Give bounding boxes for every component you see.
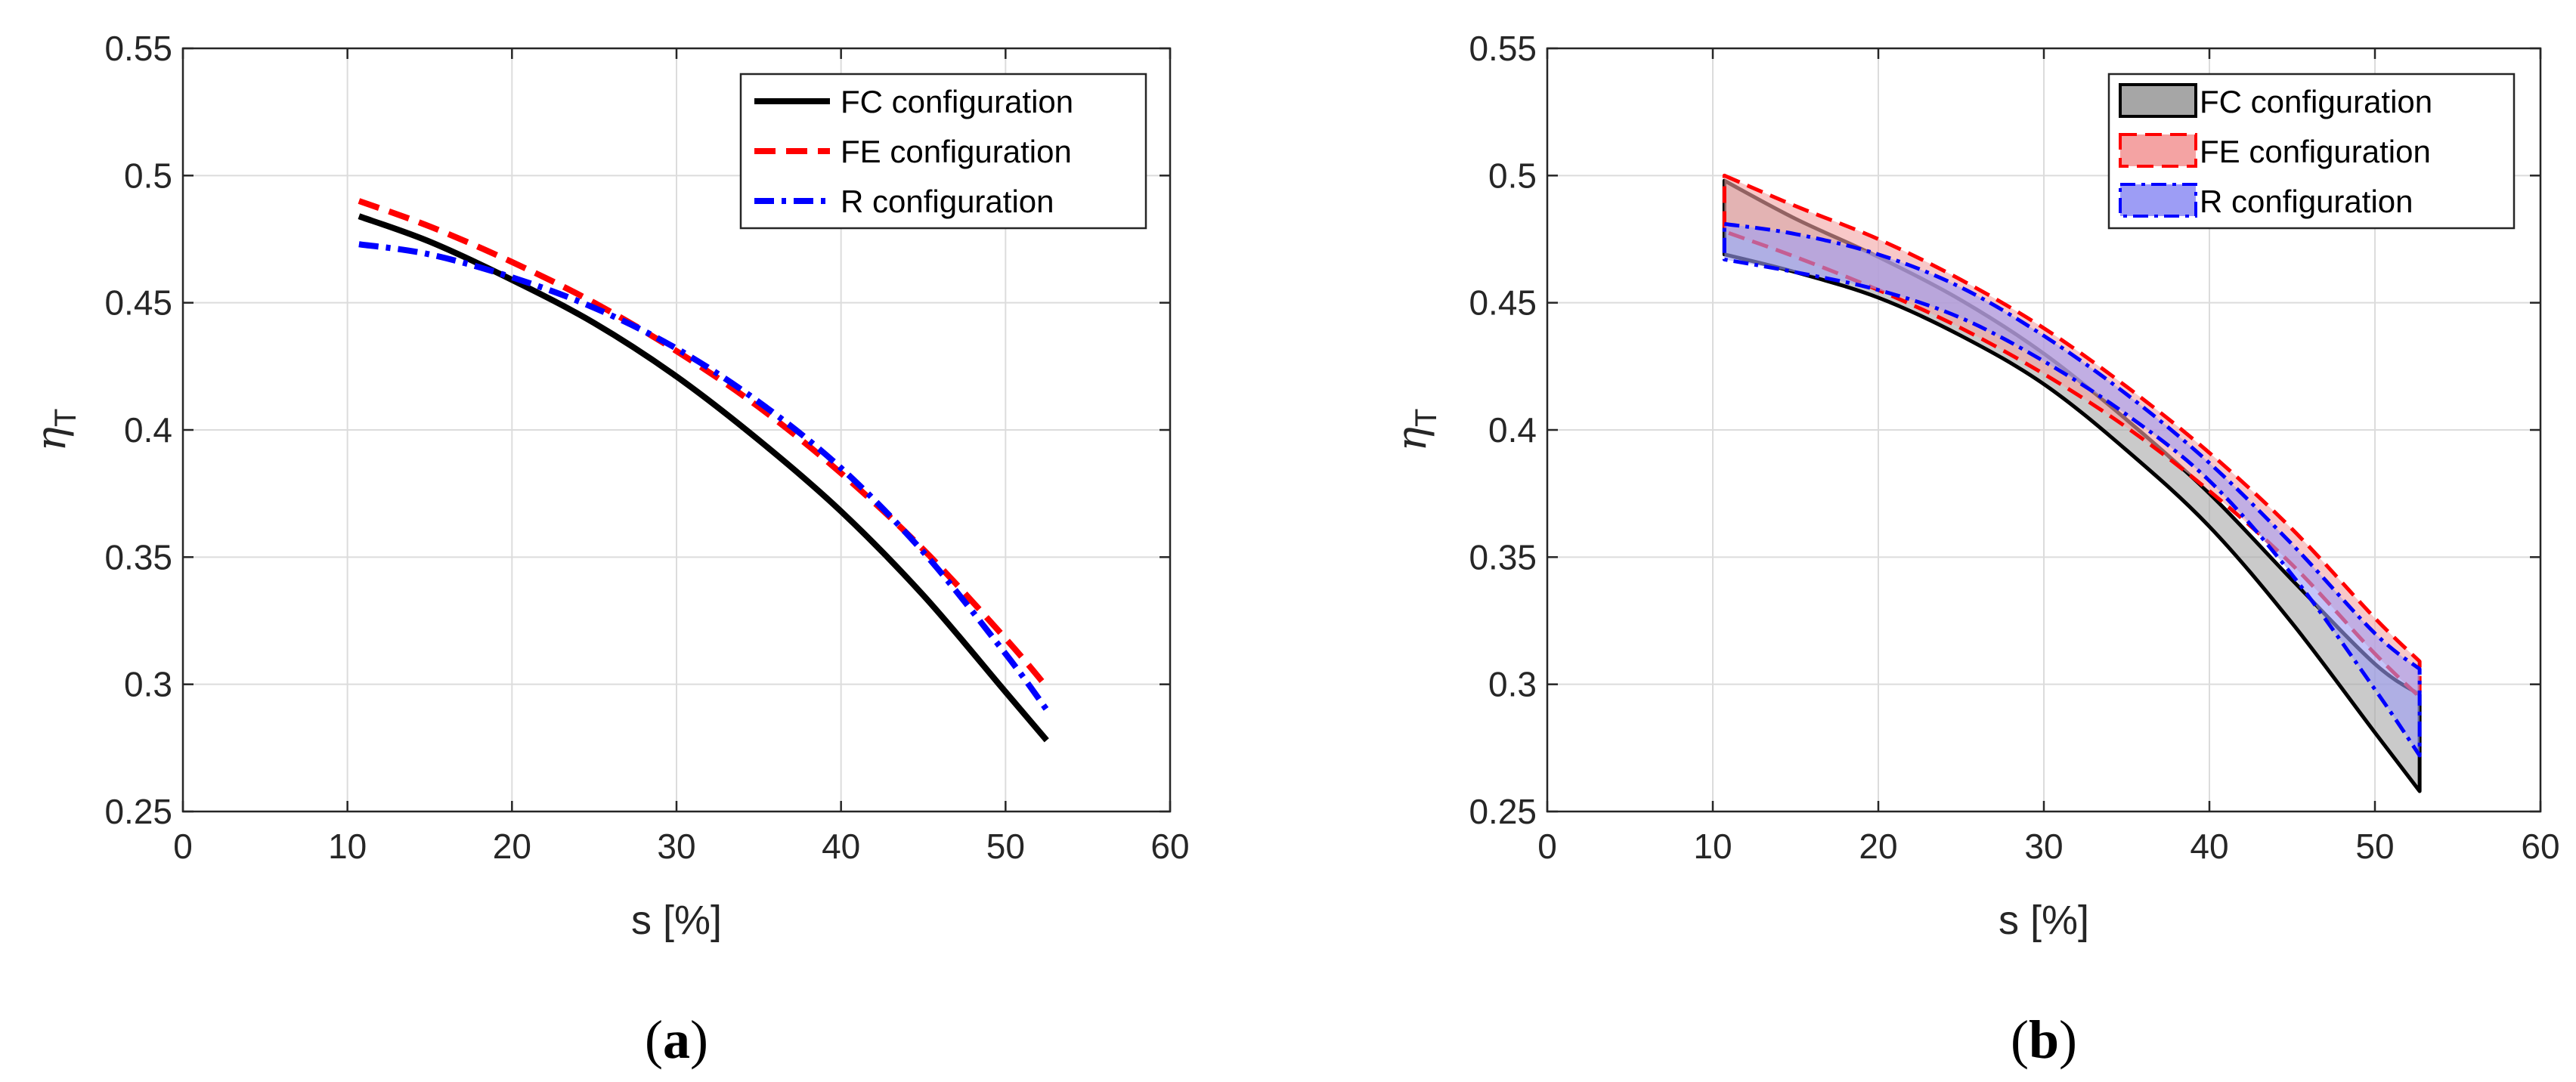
ytick-label-a: 0.5: [124, 156, 172, 195]
ytick-label-b: 0.45: [1469, 283, 1537, 323]
xtick-label-b: 0: [1537, 827, 1557, 866]
ytick-label-a: 0.35: [104, 537, 172, 577]
ylabel-sub-a: T: [49, 409, 82, 427]
legend-b: FC configuration FE configuration R conf…: [2107, 73, 2516, 230]
xtick-label-a: 60: [1150, 827, 1189, 866]
ytick-label-b: 0.5: [1488, 156, 1537, 195]
ytick-label-a: 0.45: [104, 283, 172, 323]
caption-open-a: (: [645, 1009, 663, 1070]
xtick-label-b: 10: [1693, 827, 1732, 866]
legend-a: FC configuration FE configuration R conf…: [739, 73, 1147, 230]
series-band-r-b: [1722, 221, 2422, 758]
caption-letter-a: a: [663, 1009, 690, 1070]
legend-swatch-fc-b: [2119, 83, 2197, 118]
ylabel-main-a: η: [27, 427, 75, 451]
xtick-label-a: 20: [493, 827, 531, 866]
ylabel-main-b: η: [1388, 427, 1435, 451]
caption-close-b: ): [2059, 1009, 2077, 1070]
xtick-label-a: 30: [657, 827, 695, 866]
ytick-label-b: 0.4: [1488, 410, 1537, 450]
xtick-label-b: 50: [2355, 827, 2394, 866]
ylabel-sub-b: T: [1410, 409, 1443, 427]
xtick-label-a: 50: [986, 827, 1025, 866]
xlabel-b: s [%]: [1999, 898, 2089, 943]
ytick-label-a: 0.55: [104, 29, 172, 68]
ylabel-b: ηT: [1388, 409, 1443, 452]
ticklabels-b: 0 10 20 30 40 50 60 0.25 0.3 0.35 0.4 0.45 0.5 0.55: [1469, 29, 2559, 866]
caption-a: (a): [645, 1009, 708, 1070]
xtick-label-b: 40: [2190, 827, 2228, 866]
series-b: [1722, 173, 2422, 793]
legend-label-r-b: R configuration: [2200, 184, 2413, 219]
caption-letter-b: b: [2029, 1009, 2059, 1070]
ylabel-a: ηT: [27, 409, 82, 452]
xtick-label-b: 60: [2521, 827, 2559, 866]
xtick-label-b: 30: [2024, 827, 2063, 866]
legend-label-r-a: R configuration: [841, 184, 1054, 219]
xtick-label-a: 10: [328, 827, 367, 866]
ytick-label-a: 0.3: [124, 665, 172, 704]
caption-open-b: (: [2011, 1009, 2029, 1070]
legend-label-fe-b: FE configuration: [2200, 134, 2431, 169]
legend-swatch-r-b: [2119, 183, 2197, 218]
series-line-fe-a: [358, 198, 1049, 689]
ticks-b: [1546, 47, 2542, 813]
panel-b: 0 10 20 30 40 50 60 0.25 0.3 0.35 0.4 0.45 0.5 0.55 s…: [1388, 29, 2560, 1070]
series-a: [358, 198, 1049, 743]
caption-b: (b): [2011, 1009, 2077, 1070]
ticks-a: [181, 47, 1172, 813]
legend-label-fc-b: FC configuration: [2200, 84, 2432, 119]
legend-label-fc-a: FC configuration: [841, 84, 1073, 119]
xtick-label-b: 20: [1859, 827, 1897, 866]
series-line-r-a: [358, 241, 1049, 712]
ytick-label-b: 0.55: [1469, 29, 1537, 68]
caption-close-a: ): [690, 1009, 708, 1070]
ticklabels-a: 0 10 20 30 40 50 60 0.25 0.3 0.35 0.4 0.45 0.5 0.55: [104, 29, 1189, 866]
ytick-label-b: 0.3: [1488, 665, 1537, 704]
legend-swatch-fe-b: [2119, 133, 2197, 168]
ytick-label-b: 0.25: [1469, 792, 1537, 831]
xtick-label-a: 0: [173, 827, 193, 866]
ytick-label-b: 0.35: [1469, 537, 1537, 577]
panel-a: 0 10 20 30 40 50 60 0.25 0.3 0.35 0.4 0.45 0.5 0.55 s…: [27, 29, 1190, 1070]
xlabel-a: s [%]: [631, 898, 722, 943]
legend-label-fe-a: FE configuration: [841, 134, 1072, 169]
ytick-label-a: 0.25: [104, 792, 172, 831]
xtick-label-a: 40: [822, 827, 860, 866]
ytick-label-a: 0.4: [124, 410, 172, 450]
